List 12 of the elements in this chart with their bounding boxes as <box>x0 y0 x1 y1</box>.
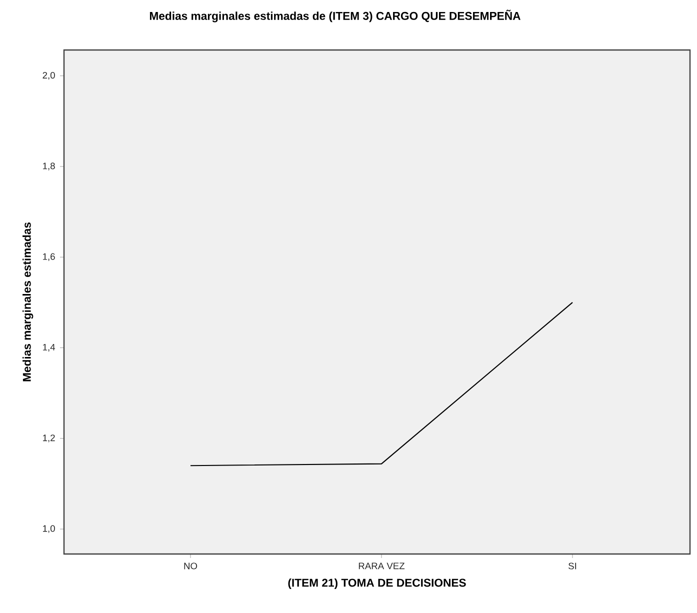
y-tick-label: 1,0 <box>43 525 55 533</box>
x-tick-label: RARA VEZ <box>358 562 405 570</box>
y-tick-label: 2,0 <box>42 72 55 80</box>
y-tick-label: 1,4 <box>43 344 56 352</box>
chart-title: Medias marginales estimadas de (ITEM 3) CARGO QUE DESEMPEÑA <box>150 10 520 22</box>
y-tick-label: 1,2 <box>43 434 55 442</box>
x-axis-title: (ITEM 21) TOMA DE DECISIONES <box>288 578 466 590</box>
y-tick-label: 1,6 <box>43 253 55 261</box>
y-tick-label: 1,8 <box>43 162 55 170</box>
x-tick-label: SI <box>568 562 576 570</box>
x-tick-label: NO <box>184 562 198 570</box>
y-axis-title: Medias marginales estimadas <box>22 222 34 382</box>
